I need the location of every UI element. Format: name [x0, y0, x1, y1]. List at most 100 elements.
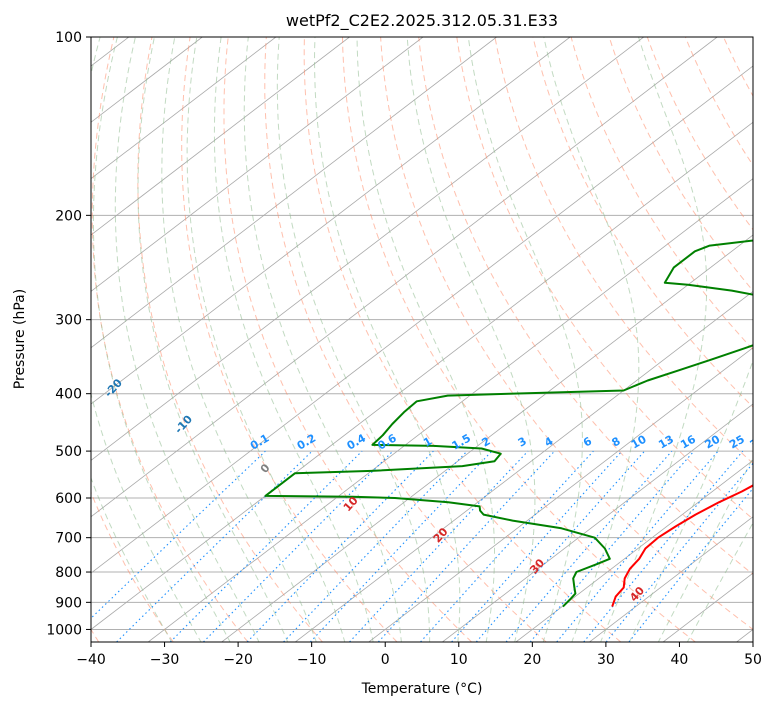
mixing-ratio-label: 0.6 [375, 431, 399, 452]
x-tick-label: 20 [523, 652, 541, 668]
isotherm-line [91, 37, 497, 349]
isotherm-line [91, 65, 753, 574]
isotherm-line [442, 403, 753, 642]
x-tick-label: 40 [671, 652, 689, 668]
moist-adiabat-line [467, 37, 583, 642]
isotherm-line [221, 234, 753, 642]
moist-adiabat-line [657, 456, 753, 642]
mixing-ratio-label: 1.5 [450, 432, 473, 453]
dry-adiabat-line [342, 37, 696, 642]
dry-adiabat-line [570, 37, 753, 351]
mixing-ratio-label: 0.1 [248, 432, 271, 453]
isotherm-line [515, 459, 753, 642]
mixing-ratio-label: 6 [581, 434, 594, 449]
moist-adiabat-line [543, 37, 640, 642]
dry-adiabat-line [684, 37, 753, 167]
moist-adiabat-line [161, 37, 317, 642]
x-tick-label: 50 [744, 652, 762, 668]
dry-adiabat-label: 40 [627, 584, 647, 604]
moist-adiabat-line [91, 37, 202, 642]
temperature-line [611, 484, 753, 607]
moist-adiabat-line [92, 37, 231, 642]
mixing-ratio-line [451, 450, 623, 642]
dry-adiabat-line [91, 491, 174, 642]
mixing-ratio-label: 30 [748, 432, 768, 451]
moist-adiabat-line [137, 37, 289, 642]
mixing-ratio-line [309, 450, 493, 642]
moist-adiabat-line [356, 37, 495, 642]
moist-adiabat-line [213, 37, 374, 642]
dry-adiabat-label: -20 [102, 376, 125, 400]
dewpoint-line [264, 239, 753, 608]
isotherm-line [91, 37, 571, 405]
dry-adiabat-line [303, 37, 622, 642]
mixing-ratio-label: 8 [610, 435, 623, 450]
mixing-ratio-label: 1 [421, 435, 434, 450]
isotherm-line [589, 516, 753, 642]
y-tick-label: 100 [55, 30, 82, 46]
x-axis-title: Temperature (°C) [361, 681, 483, 697]
mixing-ratio-label: 0.2 [295, 432, 318, 453]
mixing-ratio-label: 10 [629, 432, 649, 451]
mixing-ratio-line [583, 450, 744, 642]
isotherm-line [295, 290, 753, 642]
y-axis-title: Pressure (hPa) [12, 289, 28, 389]
dry-adiabat-line [646, 37, 753, 231]
mixing-ratio-label: 13 [656, 433, 676, 452]
y-tick-label: 1000 [46, 622, 82, 638]
x-tick-label: 0 [381, 652, 390, 668]
isotherm-line [147, 178, 753, 642]
dry-adiabat-line [264, 37, 547, 642]
isotherm-line [662, 572, 753, 642]
moist-adiabat-line [91, 476, 173, 642]
x-tick-label: −20 [223, 652, 253, 668]
mixing-ratio-line [529, 450, 695, 642]
mixing-ratio-line [475, 450, 646, 642]
mixing-ratio-label: 25 [727, 433, 747, 452]
mixing-ratio-line [283, 450, 468, 642]
moist-adiabat-line [313, 37, 461, 642]
dry-adiabat-line [762, 37, 775, 642]
dry-adiabat-line [380, 37, 753, 631]
moist-adiabat-line [243, 37, 402, 642]
plot-frame [90, 36, 754, 643]
dry-adiabat-label: -30 [41, 352, 64, 376]
isotherm-line [736, 628, 753, 642]
y-tick-label: 200 [55, 208, 82, 224]
mixing-ratio-label: 20 [703, 432, 723, 451]
dry-adiabat-line [91, 37, 249, 642]
mixing-ratio-label: 3 [516, 435, 529, 450]
mixing-ratio-line [420, 450, 594, 642]
isotherm-line [91, 37, 718, 518]
mixing-ratio-label: 36 [768, 432, 775, 451]
y-tick-label: 800 [55, 565, 82, 581]
moist-adiabat-line [600, 37, 708, 642]
moist-adiabat-line [686, 521, 753, 642]
isotherm-line [368, 347, 753, 642]
isotherm-line [91, 37, 424, 292]
y-tick-label: 700 [55, 531, 82, 547]
moist-adiabat-line [406, 37, 536, 642]
isotherm-line [91, 37, 350, 236]
dry-adiabat-line [137, 37, 323, 642]
mixing-ratio-label: 0.4 [345, 431, 369, 452]
isotherm-line [91, 121, 753, 630]
y-tick-label: 500 [55, 444, 82, 460]
mixing-ratio-line [246, 450, 434, 642]
dry-adiabat-line [223, 37, 472, 642]
moist-adiabat-line [628, 359, 753, 642]
dry-adiabat-line [456, 37, 753, 520]
mixing-ratio-line [91, 450, 266, 619]
chart-title: wetPf2_C2E2.2025.312.05.31.E33 [286, 11, 558, 31]
dry-adiabat-line [418, 37, 753, 575]
dry-adiabat-line [494, 37, 753, 465]
moist-adiabat-line [114, 37, 260, 642]
x-tick-label: −10 [297, 652, 327, 668]
y-tick-label: 300 [55, 313, 82, 329]
dry-adiabat-line [532, 37, 753, 408]
isotherm-line [91, 37, 644, 461]
y-tick-label: 900 [55, 595, 82, 611]
mixing-ratio-line [203, 450, 394, 642]
